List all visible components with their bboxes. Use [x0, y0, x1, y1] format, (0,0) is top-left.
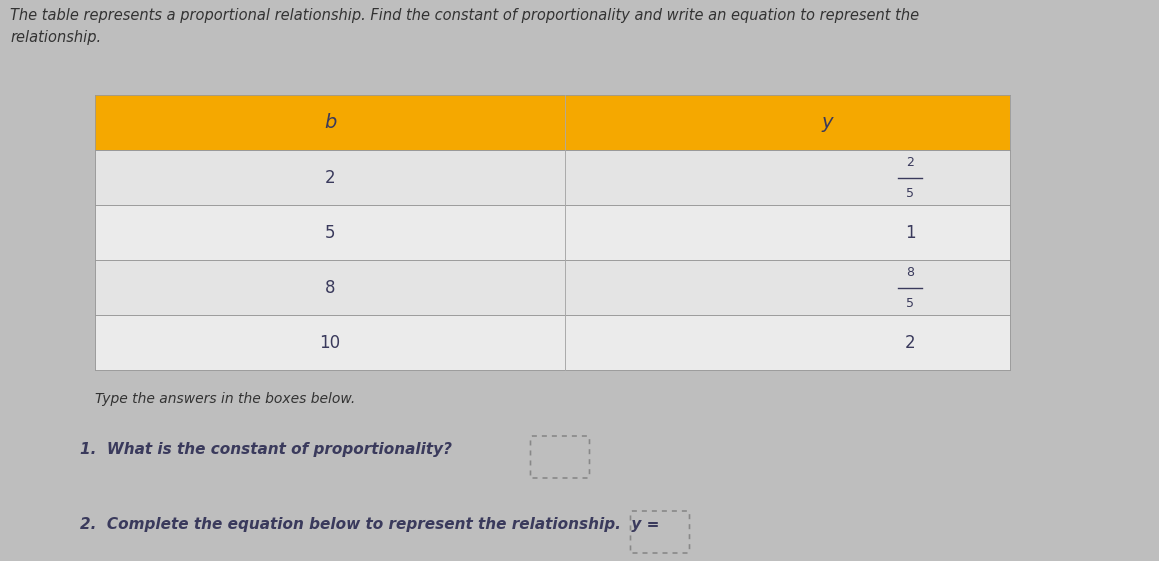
Bar — [95, 150, 564, 205]
Bar — [564, 150, 1009, 205]
Text: 5: 5 — [906, 186, 914, 200]
Text: The table represents a proportional relationship. Find the constant of proportio: The table represents a proportional rela… — [10, 8, 919, 23]
Text: 2.  Complete the equation below to represent the relationship.  y =: 2. Complete the equation below to repres… — [80, 517, 659, 532]
Text: Type the answers in the boxes below.: Type the answers in the boxes below. — [95, 392, 356, 406]
Text: 1.  What is the constant of proportionality?: 1. What is the constant of proportionali… — [80, 442, 452, 457]
Bar — [95, 95, 1009, 150]
Text: y: y — [822, 113, 833, 132]
Bar — [95, 205, 564, 260]
Text: 2: 2 — [906, 155, 914, 168]
Bar — [564, 260, 1009, 315]
Text: 8: 8 — [325, 278, 335, 297]
Text: relationship.: relationship. — [10, 30, 101, 45]
Bar — [564, 315, 1009, 370]
Bar — [95, 315, 564, 370]
Bar — [95, 260, 564, 315]
Text: 2: 2 — [905, 333, 916, 352]
Text: b: b — [323, 113, 336, 132]
Text: 2: 2 — [325, 168, 335, 186]
Bar — [564, 205, 1009, 260]
Text: 8: 8 — [906, 265, 914, 278]
Text: 1: 1 — [905, 223, 916, 241]
Text: 5: 5 — [325, 223, 335, 241]
Text: 10: 10 — [320, 333, 341, 352]
Text: 5: 5 — [906, 297, 914, 310]
